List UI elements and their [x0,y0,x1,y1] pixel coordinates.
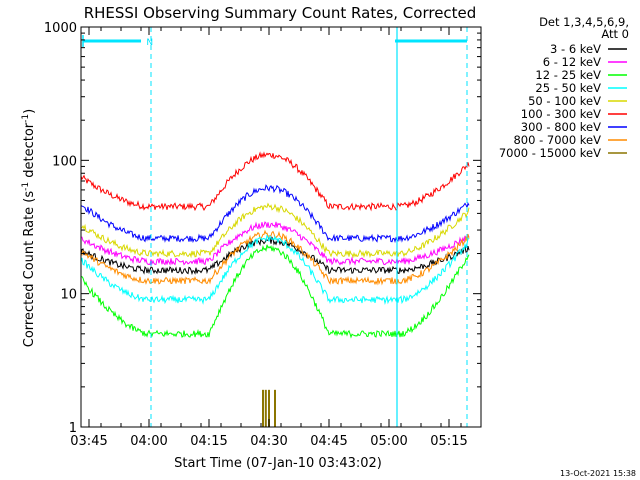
data-series-7 [80,234,470,305]
y-tick-label: 1000 [44,21,77,36]
x-tick-label: 05:00 [370,434,407,449]
data-series-3 [81,202,470,259]
data-series-4 [80,221,470,266]
x-tick-label: 05:15 [430,434,467,449]
x-tick-label: 04:30 [250,434,287,449]
plot-area: N 1 10 100 1000 03:45 04:00 04:15 04:30 04:45 05:0… [44,21,482,449]
y-axis-label-superscript-2: -1 [21,114,31,123]
legend-label: 800 - 7000 keV [513,133,601,147]
legend-header-attenuator: Att 0 [601,27,629,41]
y-axis-label-middle: detector [22,122,37,182]
x-tick-label: 04:45 [310,434,347,449]
legend-label: 12 - 25 keV [535,68,601,82]
data-series-1 [80,151,470,212]
y-axis-label-superscript-1: -1 [21,182,31,191]
y-axis-label-end: ) [22,109,37,114]
data-series-8 [80,244,470,339]
legend-label: 100 - 300 keV [521,107,601,121]
data-series-2 [80,184,470,244]
legend-label: 3 - 6 keV [550,42,601,56]
legend-label: 300 - 800 keV [521,120,601,134]
x-tick-label: 04:15 [190,434,227,449]
x-tick-label: 03:45 [70,434,107,449]
x-tick-label: 04:00 [130,434,167,449]
chart-title: RHESSI Observing Summary Count Rates, Co… [84,4,477,22]
y-tick-label: 100 [52,154,77,169]
legend-label: 6 - 12 keV [543,55,601,69]
y-tick-label: 1 [69,421,77,436]
footer-date: 13-Oct-2021 15:38 [560,469,636,478]
x-axis-label: Start Time (07-Jan-10 03:43:02) [174,456,382,471]
legend-label: 25 - 50 keV [535,81,601,95]
y-axis-label: Corrected Count Rate (s-1 detector-1) [21,109,37,347]
saa-flag-label: N [146,38,153,48]
y-axis-label-start: Corrected Count Rate (s [22,191,37,348]
y-tick-label: 10 [60,288,77,303]
legend-header-detectors: Det 1,3,4,5,6,9, [539,15,629,29]
legend-label: 7000 - 15000 keV [499,146,601,160]
data-series-5 [80,236,470,276]
data-series-6 [80,229,470,286]
legend-label: 50 - 100 keV [528,94,601,108]
